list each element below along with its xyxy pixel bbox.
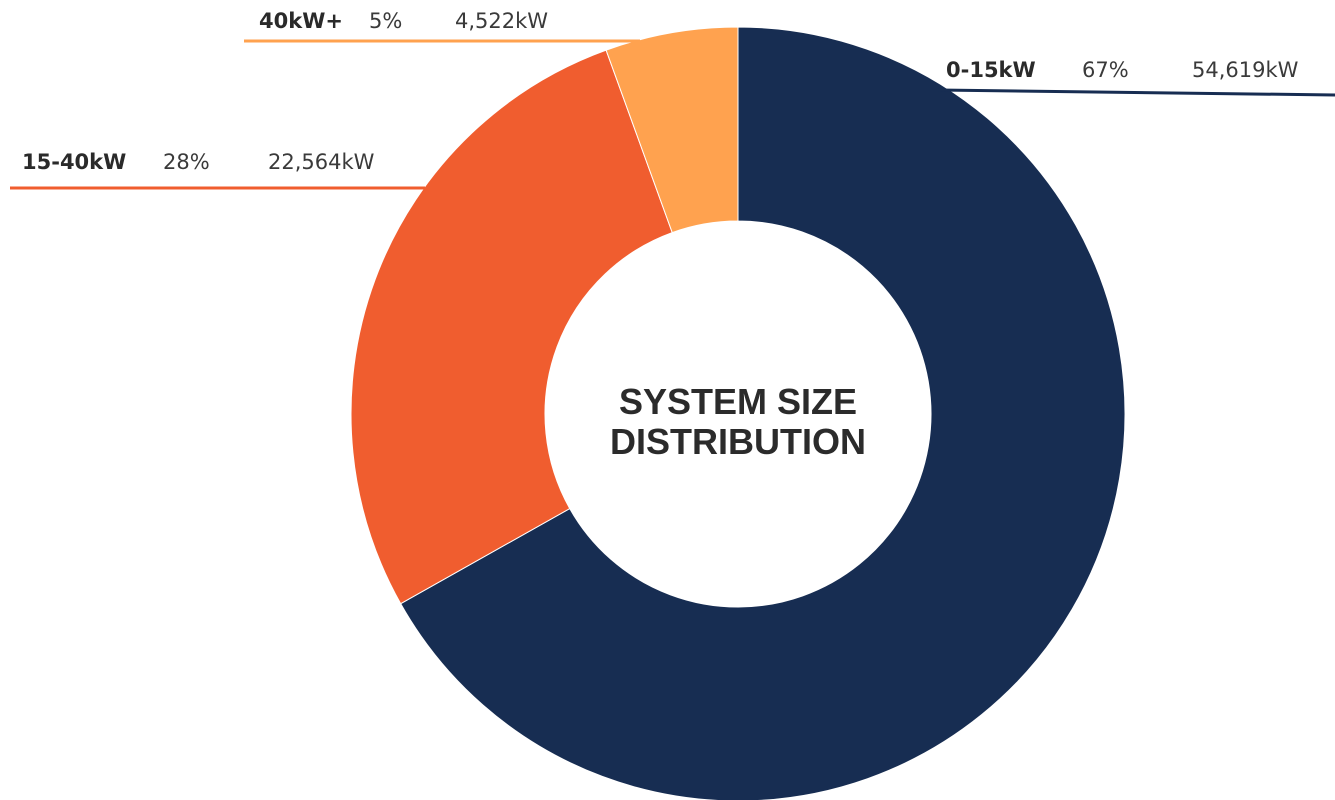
slice-label-value-40kw-plus: 4,522kW	[455, 9, 548, 33]
slice-15-40kw	[350, 49, 673, 605]
center-title-line-1: SYSTEM SIZE	[619, 381, 857, 422]
center-title-line-2: DISTRIBUTION	[610, 421, 866, 462]
slice-label-value-15-40kw: 22,564kW	[268, 150, 375, 174]
slice-label-name-0-15kw: 0-15kW	[946, 58, 1036, 82]
leader-line-0-15kw	[937, 88, 1335, 97]
slice-label-value-0-15kw: 54,619kW	[1192, 58, 1299, 82]
slice-0-15kw	[399, 26, 1126, 800]
slice-label-name-40kw-plus: 40kW+	[259, 9, 343, 33]
slices-layer	[350, 26, 1126, 800]
slice-40kw-plus	[605, 26, 739, 234]
slice-label-name-15-40kw: 15-40kW	[22, 150, 126, 174]
leader-lines-layer	[10, 39, 1335, 190]
slice-label-percent-40kw-plus: 5%	[369, 9, 402, 33]
slice-label-percent-15-40kw: 28%	[163, 150, 210, 174]
slice-label-percent-0-15kw: 67%	[1082, 58, 1129, 82]
